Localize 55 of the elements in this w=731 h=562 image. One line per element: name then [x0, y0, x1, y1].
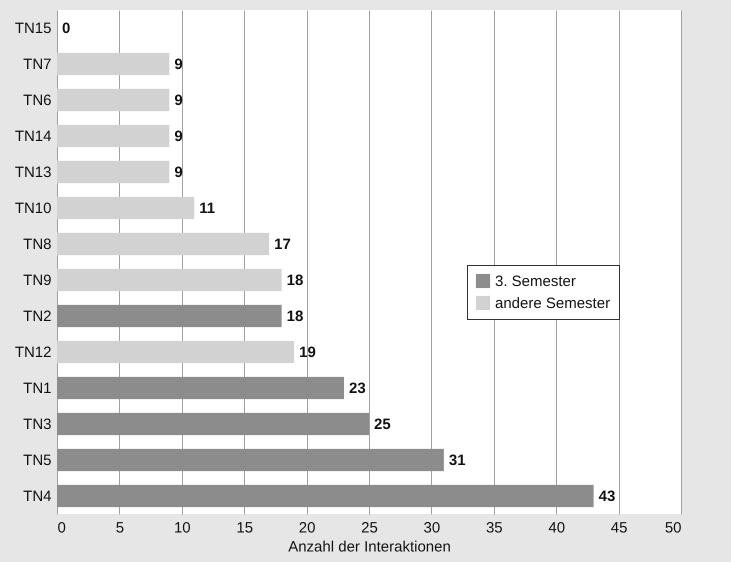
y-tick-label: TN6: [23, 92, 52, 109]
bar: [57, 304, 282, 328]
data-label: 17: [274, 236, 291, 253]
bar: [57, 376, 344, 400]
y-tick-label: TN9: [23, 272, 52, 289]
data-label: 9: [174, 164, 183, 181]
y-tick-label: TN14: [14, 128, 52, 145]
bar: [57, 484, 594, 508]
y-tick-label: TN4: [23, 488, 52, 505]
bar: [57, 412, 369, 436]
y-tick-label: TN2: [23, 308, 52, 325]
x-tick-label: 25: [361, 520, 378, 536]
legend-label: andere Semester: [495, 295, 610, 312]
bar: [57, 88, 170, 112]
data-label: 9: [174, 92, 183, 109]
x-tick-label: 50: [664, 520, 682, 536]
data-label: 18: [286, 308, 304, 325]
y-tick-label: TN3: [23, 416, 52, 433]
bar: [57, 160, 170, 184]
data-label: 18: [286, 272, 304, 289]
data-label: 9: [174, 56, 183, 73]
bar: [57, 124, 170, 148]
y-tick-label: TN10: [14, 200, 52, 217]
x-tick-label: 15: [236, 520, 254, 536]
x-tick-label: 40: [548, 520, 566, 536]
legend-label: 3. Semester: [495, 273, 576, 290]
x-tick-label: 5: [116, 520, 124, 536]
y-tick-label: TN8: [23, 236, 52, 253]
bar: [57, 340, 294, 364]
data-label: 9: [174, 128, 183, 145]
data-label: 43: [598, 488, 616, 505]
data-label: 11: [199, 200, 216, 217]
x-tick-label: 20: [298, 520, 316, 536]
bar: [57, 232, 270, 256]
data-label: 23: [349, 380, 366, 397]
bar: [57, 196, 194, 220]
x-tick-label: 10: [174, 520, 191, 536]
data-label: 31: [448, 452, 466, 469]
y-tick-label: TN13: [14, 164, 52, 181]
bar: [57, 268, 282, 292]
x-tick-label: 30: [424, 520, 440, 536]
data-label: 25: [374, 416, 391, 433]
y-tick-label: TN7: [23, 56, 52, 73]
x-tick-label: 45: [610, 520, 628, 536]
x-tick-label: 0: [58, 520, 66, 536]
y-tick-label: TN12: [14, 344, 52, 361]
data-label: 19: [299, 344, 316, 361]
bar: [57, 52, 170, 76]
y-tick-label: TN1: [23, 380, 52, 397]
x-axis-title: Anzahl der Interaktionen: [288, 538, 451, 556]
y-tick-label: TN15: [14, 20, 52, 37]
x-tick-label: 35: [486, 520, 503, 536]
bar: [57, 448, 444, 472]
data-label: 0: [62, 20, 70, 37]
y-tick-label: TN5: [23, 452, 52, 469]
